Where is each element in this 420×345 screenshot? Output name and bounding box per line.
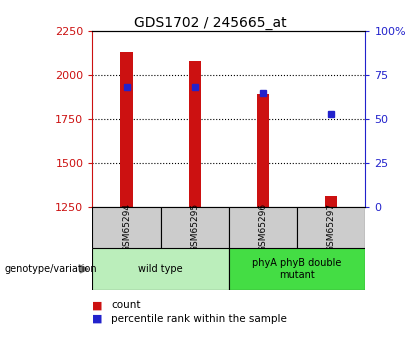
- Text: count: count: [111, 300, 141, 310]
- Text: GSM65294: GSM65294: [122, 203, 131, 252]
- Text: phyA phyB double
mutant: phyA phyB double mutant: [252, 258, 342, 280]
- Text: ■: ■: [92, 300, 103, 310]
- Bar: [189, 61, 201, 207]
- Bar: [229, 248, 365, 290]
- Text: GDS1702 / 245665_at: GDS1702 / 245665_at: [134, 16, 286, 30]
- Bar: [161, 207, 229, 248]
- Text: ■: ■: [92, 314, 103, 324]
- Text: GSM65297: GSM65297: [327, 203, 336, 252]
- Bar: [92, 207, 161, 248]
- Bar: [229, 207, 297, 248]
- Text: percentile rank within the sample: percentile rank within the sample: [111, 314, 287, 324]
- Text: GSM65295: GSM65295: [190, 203, 199, 252]
- Text: wild type: wild type: [138, 264, 183, 274]
- Bar: [92, 248, 229, 290]
- Bar: [297, 207, 365, 248]
- Bar: [257, 93, 269, 207]
- Text: GSM65296: GSM65296: [259, 203, 268, 252]
- Bar: [325, 196, 337, 207]
- Text: genotype/variation: genotype/variation: [4, 264, 97, 274]
- Bar: [121, 52, 133, 207]
